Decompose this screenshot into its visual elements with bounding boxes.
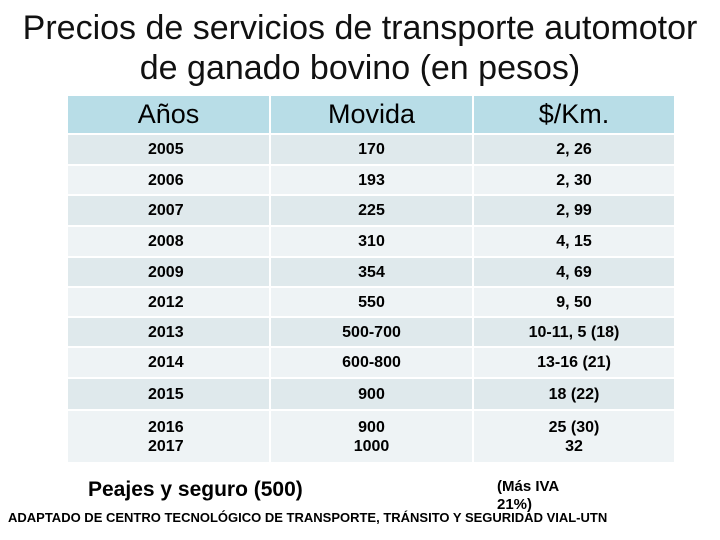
table-cell: 193 — [271, 166, 472, 194]
table-cell: 170 — [271, 135, 472, 164]
table-cell: 2015 — [68, 379, 269, 409]
table-cell: 2, 30 — [474, 166, 674, 194]
source-note: ADAPTADO DE CENTRO TECNOLÓGICO DE TRANSP… — [8, 510, 608, 525]
table-cell: 2, 99 — [474, 196, 674, 225]
table-cell: 225 — [271, 196, 472, 225]
vat-note: (Más IVA 21%) — [497, 478, 559, 513]
table-cell: 2009 — [68, 258, 269, 286]
table-cell: 500-700 — [271, 318, 472, 346]
table-cell: 2005 — [68, 135, 269, 164]
table-cell: 2006 — [68, 166, 269, 194]
table-cell: 354 — [271, 258, 472, 286]
table-cell: 2014 — [68, 348, 269, 377]
table-cell: 2008 — [68, 227, 269, 256]
table-cell: 18 (22) — [474, 379, 674, 409]
table-cell: 10-11, 5 (18) — [474, 318, 674, 346]
column-header: Años — [68, 96, 269, 133]
table-cell: 600-800 — [271, 348, 472, 377]
table-cell: 550 — [271, 288, 472, 316]
table-cell: 2016 2017 — [68, 411, 269, 462]
table-cell: 2007 — [68, 196, 269, 225]
column-header: Movida — [271, 96, 472, 133]
table-cell: 900 — [271, 379, 472, 409]
table-cell: 2, 26 — [474, 135, 674, 164]
table-cell: 13-16 (21) — [474, 348, 674, 377]
table-cell: 25 (30) 32 — [474, 411, 674, 462]
column-header: $/Km. — [474, 96, 674, 133]
table-cell: 310 — [271, 227, 472, 256]
table-cell: 4, 15 — [474, 227, 674, 256]
table-cell: 4, 69 — [474, 258, 674, 286]
table-cell: 2013 — [68, 318, 269, 346]
table-cell: 900 1000 — [271, 411, 472, 462]
table-cell: 2012 — [68, 288, 269, 316]
title: Precios de servicios de transporte autom… — [22, 9, 698, 87]
tolls-note: Peajes y seguro (500) — [88, 478, 303, 501]
table-cell: 9, 50 — [474, 288, 674, 316]
